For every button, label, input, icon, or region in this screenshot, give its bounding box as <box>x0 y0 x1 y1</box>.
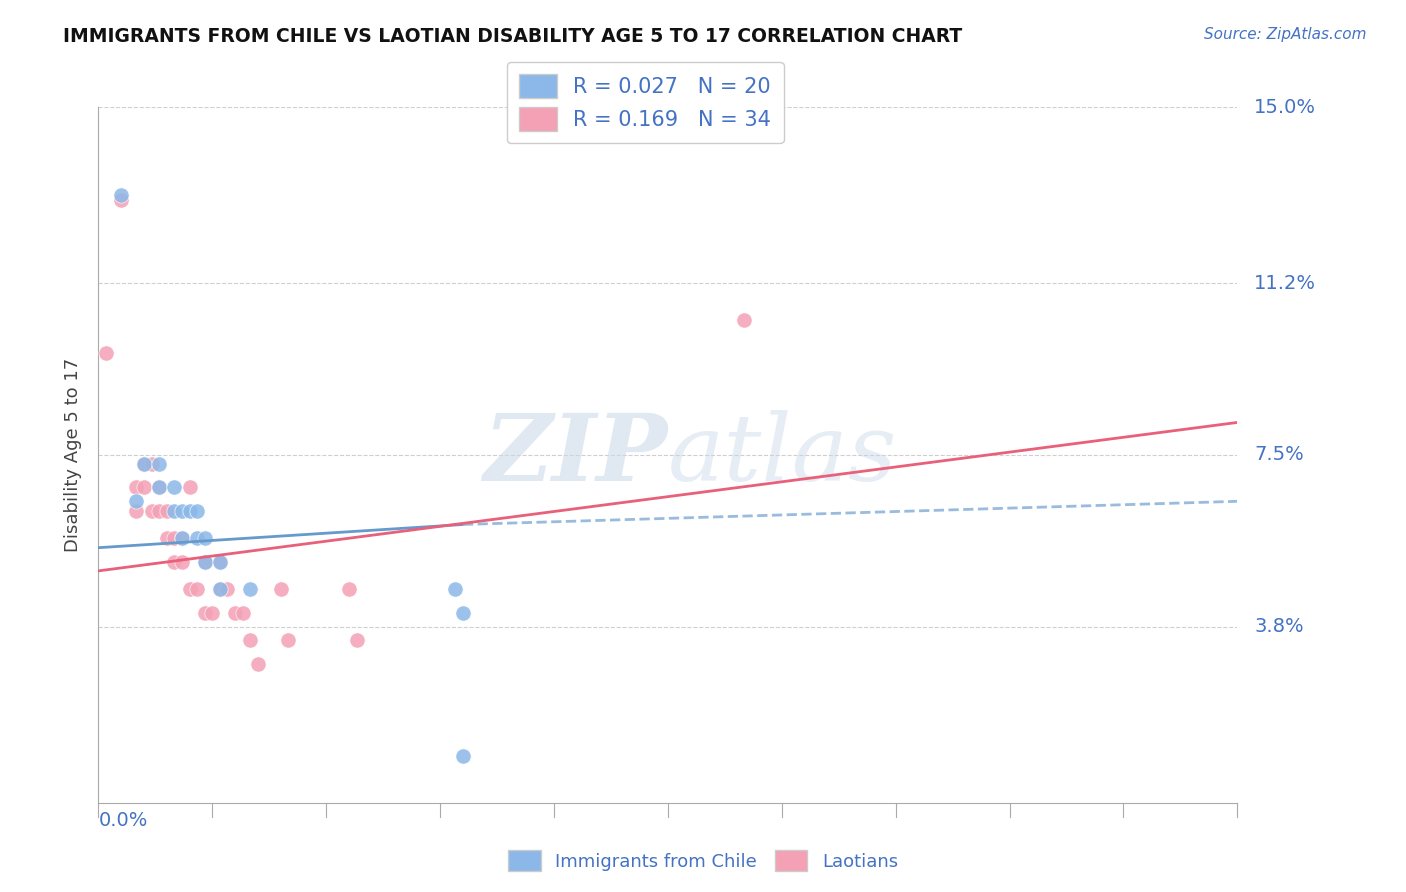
Point <box>163 480 186 494</box>
Point <box>148 480 170 494</box>
Point <box>451 749 474 764</box>
Point <box>148 480 170 494</box>
Point <box>186 532 208 546</box>
Point <box>148 503 170 517</box>
Point <box>179 503 201 517</box>
Point <box>163 555 186 569</box>
Point <box>125 480 148 494</box>
Text: 11.2%: 11.2% <box>1254 274 1316 293</box>
Point <box>179 582 201 597</box>
Point <box>194 606 217 620</box>
Point <box>110 188 132 202</box>
Point <box>163 503 186 517</box>
Point <box>239 633 262 648</box>
Legend: Immigrants from Chile, Laotians: Immigrants from Chile, Laotians <box>501 843 905 879</box>
Point <box>110 193 132 207</box>
Point <box>141 457 163 471</box>
Point <box>156 503 179 517</box>
Point <box>148 457 170 471</box>
Point <box>733 313 755 327</box>
Point <box>132 480 155 494</box>
Text: 0.0%: 0.0% <box>98 811 148 830</box>
Point <box>208 555 231 569</box>
Y-axis label: Disability Age 5 to 17: Disability Age 5 to 17 <box>63 358 82 552</box>
Point <box>224 606 246 620</box>
Point <box>201 606 224 620</box>
Point <box>270 582 292 597</box>
Point <box>444 582 467 597</box>
Point <box>208 582 231 597</box>
Text: 7.5%: 7.5% <box>1254 445 1305 465</box>
Point <box>277 633 299 648</box>
Point <box>346 633 368 648</box>
Point <box>156 532 179 546</box>
Text: Source: ZipAtlas.com: Source: ZipAtlas.com <box>1204 27 1367 42</box>
Text: atlas: atlas <box>668 410 897 500</box>
Point <box>179 480 201 494</box>
Point <box>451 606 474 620</box>
Point <box>125 503 148 517</box>
Text: ZIP: ZIP <box>484 410 668 500</box>
Point <box>125 494 148 508</box>
Point <box>208 555 231 569</box>
Point <box>170 503 193 517</box>
Point <box>246 657 269 671</box>
Point <box>170 555 193 569</box>
Point <box>337 582 360 597</box>
Point <box>132 457 155 471</box>
Point <box>186 503 208 517</box>
Legend: R = 0.027   N = 20, R = 0.169   N = 34: R = 0.027 N = 20, R = 0.169 N = 34 <box>506 62 783 144</box>
Text: IMMIGRANTS FROM CHILE VS LAOTIAN DISABILITY AGE 5 TO 17 CORRELATION CHART: IMMIGRANTS FROM CHILE VS LAOTIAN DISABIL… <box>63 27 963 45</box>
Point <box>232 606 254 620</box>
Point <box>208 582 231 597</box>
Point <box>170 532 193 546</box>
Point <box>186 582 208 597</box>
Point <box>194 532 217 546</box>
Point <box>141 503 163 517</box>
Point <box>194 555 217 569</box>
Point <box>94 346 117 360</box>
Text: 3.8%: 3.8% <box>1254 617 1303 636</box>
Point <box>170 532 193 546</box>
Point <box>194 555 217 569</box>
Text: 15.0%: 15.0% <box>1254 97 1316 117</box>
Point <box>217 582 239 597</box>
Point <box>163 532 186 546</box>
Point <box>239 582 262 597</box>
Point <box>132 457 155 471</box>
